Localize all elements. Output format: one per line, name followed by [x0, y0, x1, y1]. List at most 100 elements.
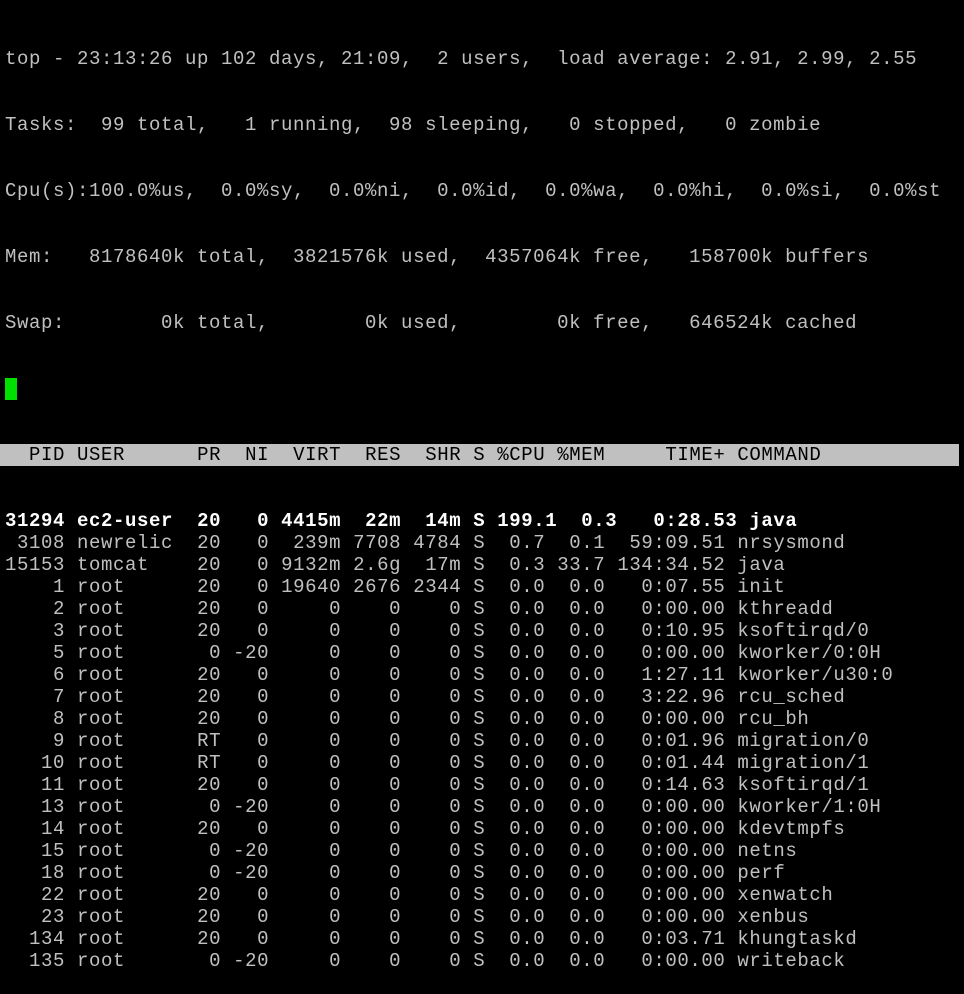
process-time: 0:28.53	[629, 510, 738, 532]
process-command: xenbus	[737, 906, 810, 928]
process-cpu: 0.0	[497, 642, 546, 664]
process-row: 15153 tomcat 20 0 9132m 2.6g 17m S 0.3 3…	[5, 554, 959, 576]
process-user: root	[77, 862, 174, 884]
process-state: S	[473, 862, 486, 884]
process-pr: 20	[185, 708, 222, 730]
terminal-window[interactable]: top - 23:13:26 up 102 days, 21:09, 2 use…	[0, 4, 959, 994]
process-user: root	[77, 906, 174, 928]
process-row: 22 root 20 0 0 0 0 S 0.0 0.0 0:00.00 xen…	[5, 884, 959, 906]
process-command: netns	[737, 840, 798, 862]
process-mem: 0.0	[557, 620, 606, 642]
process-res: 0	[353, 664, 402, 686]
process-pid: 14	[5, 818, 66, 840]
process-ni: -20	[233, 950, 270, 972]
process-pr: 20	[185, 598, 222, 620]
process-virt: 0	[281, 928, 342, 950]
process-res: 0	[353, 796, 402, 818]
process-mem: 0.0	[557, 708, 606, 730]
process-time: 3:22.96	[617, 686, 726, 708]
process-time: 0:00.00	[617, 708, 726, 730]
process-pid: 2	[5, 598, 66, 620]
process-time: 0:00.00	[617, 906, 726, 928]
process-user: root	[77, 708, 174, 730]
process-shr: 4784	[413, 532, 462, 554]
process-command: migration/0	[737, 730, 870, 752]
process-state: S	[473, 818, 486, 840]
process-state: S	[473, 730, 486, 752]
process-pid: 6	[5, 664, 66, 686]
swap-line: Swap: 0k total, 0k used, 0k free, 646524…	[5, 312, 858, 334]
process-cpu: 0.0	[497, 928, 546, 950]
process-virt: 0	[281, 950, 342, 972]
process-shr: 14m	[413, 510, 462, 532]
process-state: S	[473, 928, 486, 950]
process-pid: 15153	[5, 554, 66, 576]
process-time: 0:00.00	[617, 840, 726, 862]
process-virt: 0	[281, 598, 342, 620]
process-res: 2676	[353, 576, 402, 598]
process-command: kworker/u30:0	[737, 664, 894, 686]
process-virt: 0	[281, 664, 342, 686]
process-pr: 0	[185, 642, 222, 664]
process-ni: 0	[233, 576, 270, 598]
process-cpu: 0.0	[497, 664, 546, 686]
process-user: root	[77, 928, 174, 950]
process-shr: 0	[413, 884, 462, 906]
process-row: 135 root 0 -20 0 0 0 S 0.0 0.0 0:00.00 w…	[5, 950, 959, 972]
process-command: ksoftirqd/0	[737, 620, 870, 642]
column-header-ni: NI	[233, 444, 270, 466]
process-virt: 0	[281, 686, 342, 708]
process-ni: 0	[233, 510, 270, 532]
process-shr: 2344	[413, 576, 462, 598]
process-row: 7 root 20 0 0 0 0 S 0.0 0.0 3:22.96 rcu_…	[5, 686, 959, 708]
column-header-shr: SHR	[413, 444, 462, 466]
process-shr: 0	[413, 598, 462, 620]
process-mem: 0.0	[557, 664, 606, 686]
process-res: 0	[353, 730, 402, 752]
process-shr: 0	[413, 664, 462, 686]
prompt-line[interactable]	[5, 378, 959, 400]
process-pid: 18	[5, 862, 66, 884]
process-user: root	[77, 730, 174, 752]
process-res: 0	[353, 928, 402, 950]
process-state: S	[473, 774, 486, 796]
process-row: 3108 newrelic 20 0 239m 7708 4784 S 0.7 …	[5, 532, 959, 554]
process-virt: 0	[281, 774, 342, 796]
process-command: xenwatch	[737, 884, 834, 906]
process-res: 0	[353, 950, 402, 972]
process-mem: 33.7	[557, 554, 606, 576]
process-pid: 9	[5, 730, 66, 752]
tasks-line: Tasks: 99 total, 1 running, 98 sleeping,…	[5, 114, 822, 136]
process-pid: 3	[5, 620, 66, 642]
process-shr: 0	[413, 730, 462, 752]
process-res: 2.6g	[353, 554, 402, 576]
process-pid: 22	[5, 884, 66, 906]
process-command: rcu_sched	[737, 686, 846, 708]
process-user: root	[77, 950, 174, 972]
process-row: 18 root 0 -20 0 0 0 S 0.0 0.0 0:00.00 pe…	[5, 862, 959, 884]
process-cpu: 0.0	[497, 796, 546, 818]
process-pid: 31294	[5, 510, 66, 532]
process-row: 23 root 20 0 0 0 0 S 0.0 0.0 0:00.00 xen…	[5, 906, 959, 928]
process-cpu: 0.0	[497, 708, 546, 730]
process-pr: RT	[185, 752, 222, 774]
process-res: 0	[353, 598, 402, 620]
process-time: 0:00.00	[617, 862, 726, 884]
column-header-user: USER	[77, 444, 174, 466]
process-res: 0	[353, 818, 402, 840]
process-user: newrelic	[77, 532, 174, 554]
process-user: root	[77, 664, 174, 686]
process-state: S	[473, 554, 486, 576]
process-time: 0:00.00	[617, 818, 726, 840]
process-state: S	[473, 532, 486, 554]
process-virt: 9132m	[281, 554, 342, 576]
process-mem: 0.3	[569, 510, 618, 532]
process-cpu: 0.0	[497, 840, 546, 862]
process-virt: 0	[281, 796, 342, 818]
process-shr: 17m	[413, 554, 462, 576]
process-shr: 0	[413, 950, 462, 972]
process-user: root	[77, 598, 174, 620]
process-user: root	[77, 796, 174, 818]
process-ni: 0	[233, 664, 270, 686]
process-shr: 0	[413, 686, 462, 708]
